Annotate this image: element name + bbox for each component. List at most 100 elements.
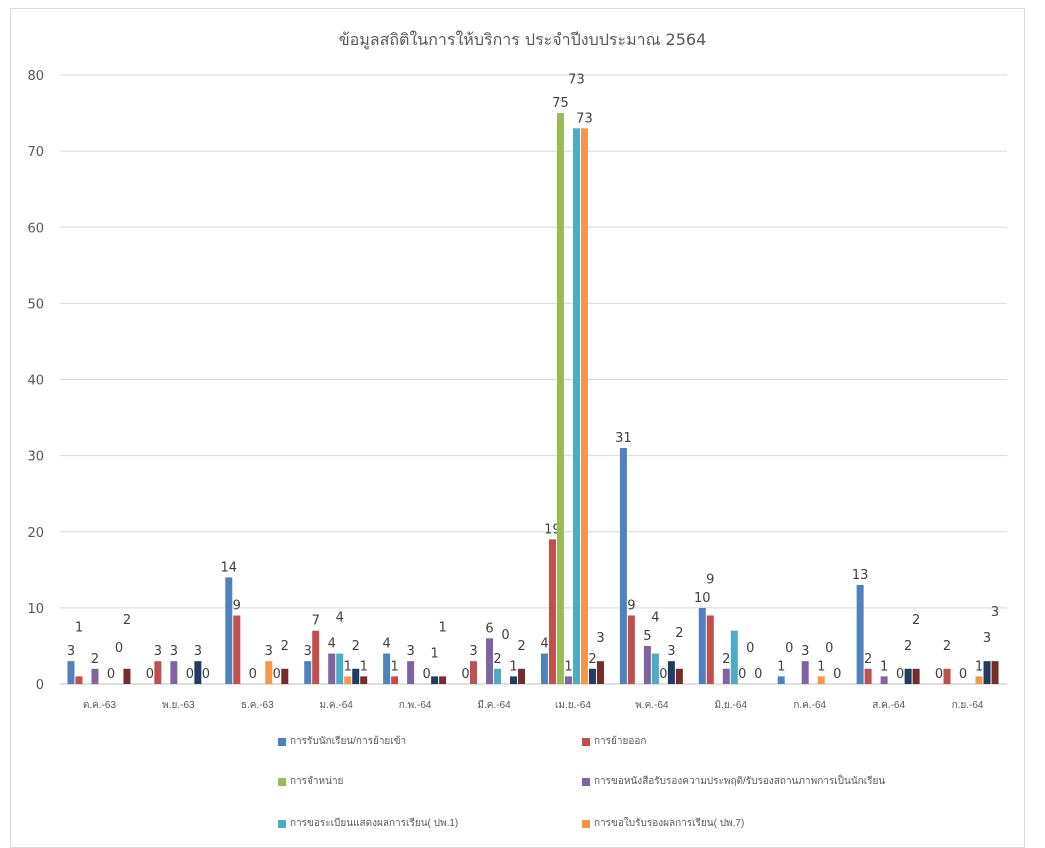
data-label: 1 [777, 659, 785, 674]
data-label: 3 [596, 631, 604, 646]
legend-item: การขอหนังสือรับรองความประพฤติ/รับรองสถาน… [582, 774, 885, 789]
data-label: 1 [344, 659, 352, 674]
bar [943, 668, 951, 684]
bar [801, 661, 809, 684]
bar [170, 661, 178, 684]
bar [572, 128, 580, 685]
data-label: 3 [983, 631, 991, 646]
legend-label: การขอระเบียนแสดงผลการเรียน( ปพ.1) [290, 818, 459, 829]
data-label: 0 [833, 667, 841, 682]
data-label: 1 [438, 620, 446, 635]
data-label: 4 [328, 637, 336, 652]
bar [233, 615, 241, 684]
data-label: 4 [540, 637, 548, 652]
legend-swatch [278, 777, 286, 786]
data-label: 2 [123, 613, 131, 628]
legend-label: การขอหนังสือรับรองความประพฤติ/รับรองสถาน… [594, 776, 886, 787]
bar [383, 653, 391, 684]
data-label: 9 [627, 598, 635, 613]
chart-title: ข้อมูลสถิติในการให้บริการ ประจำปีงบประมา… [338, 30, 707, 49]
bar [627, 615, 635, 684]
bar [856, 585, 864, 684]
bar [123, 668, 131, 684]
bar [67, 661, 75, 684]
legend-label: การย้ายออก [594, 736, 647, 747]
data-label: 2 [864, 652, 872, 667]
data-label: 3 [991, 605, 999, 620]
bar [336, 653, 344, 684]
bar [518, 668, 526, 684]
data-label: 3 [170, 644, 178, 659]
data-label: 2 [91, 652, 99, 667]
data-label: 2 [722, 652, 730, 667]
data-label: 1 [880, 659, 888, 674]
bar [360, 676, 368, 684]
bar [312, 630, 320, 684]
data-label: 10 [694, 591, 711, 606]
x-tick-label: พ.ค.-64 [635, 700, 669, 711]
data-label: 0 [935, 667, 943, 682]
data-label: 2 [675, 626, 683, 641]
bar [991, 661, 999, 684]
data-label: 31 [615, 431, 632, 446]
data-label: 0 [461, 667, 469, 682]
x-tick-label: ก.พ.-64 [399, 700, 432, 711]
data-label: 1 [360, 659, 368, 674]
bar [439, 676, 447, 684]
data-label: 0 [146, 667, 154, 682]
y-tick-label: 0 [36, 678, 44, 693]
bar [698, 607, 706, 684]
legend-swatch [278, 819, 286, 828]
data-label: 1 [75, 620, 83, 635]
bar [431, 676, 439, 684]
data-label: 0 [959, 667, 967, 682]
x-tick-label: มี.ค.-64 [477, 699, 511, 711]
legend-label: การรับนักเรียน/การย้ายเข้า [290, 736, 407, 747]
data-label: 0 [785, 641, 793, 656]
data-label: 73 [576, 111, 593, 126]
legend-item: การจำหน่าย [278, 774, 343, 789]
legend-swatch [582, 819, 590, 828]
x-tick-label: ม.ค.-64 [320, 700, 354, 711]
bar [225, 577, 233, 684]
data-label: 6 [485, 621, 493, 636]
bar [352, 668, 360, 684]
data-label: 0 [825, 641, 833, 656]
data-label: 9 [706, 572, 714, 587]
bar [983, 661, 991, 684]
x-tick-label: พ.ย.-63 [162, 700, 195, 711]
legend-item: การขอระเบียนแสดงผลการเรียน( ปพ.1) [278, 816, 458, 831]
data-label: 1 [509, 659, 517, 674]
bar [194, 661, 202, 684]
data-label: 7 [312, 614, 320, 629]
data-label: 13 [852, 568, 869, 583]
x-tick-label: ต.ค.-63 [83, 700, 117, 711]
data-label: 9 [233, 598, 241, 613]
bar [777, 676, 785, 684]
data-label: 0 [746, 641, 754, 656]
data-label: 0 [501, 628, 509, 643]
data-label: 5 [643, 629, 651, 644]
bar [470, 661, 478, 684]
data-label: 2 [493, 652, 501, 667]
data-label: 19 [544, 522, 561, 537]
bar [75, 676, 83, 684]
legend-label: การขอใบรับรองผลการเรียน( ปพ.7) [594, 818, 745, 829]
data-label: 0 [115, 641, 123, 656]
data-label: 3 [667, 644, 675, 659]
y-tick-label: 10 [27, 602, 44, 617]
y-tick-label: 20 [27, 526, 44, 541]
x-tick-label: ก.ย.-64 [952, 700, 984, 711]
bar [154, 661, 162, 684]
bar [548, 539, 556, 684]
data-label: 0 [754, 667, 762, 682]
x-tick-label: ก.ค.-64 [793, 700, 826, 711]
y-tick-label: 50 [27, 297, 44, 312]
data-label: 4 [336, 611, 344, 626]
bar [912, 668, 920, 684]
bar [817, 676, 825, 684]
y-tick-label: 40 [27, 374, 44, 389]
data-label: 1 [390, 659, 398, 674]
y-tick-label: 30 [27, 450, 44, 465]
data-label: 14 [221, 560, 238, 575]
